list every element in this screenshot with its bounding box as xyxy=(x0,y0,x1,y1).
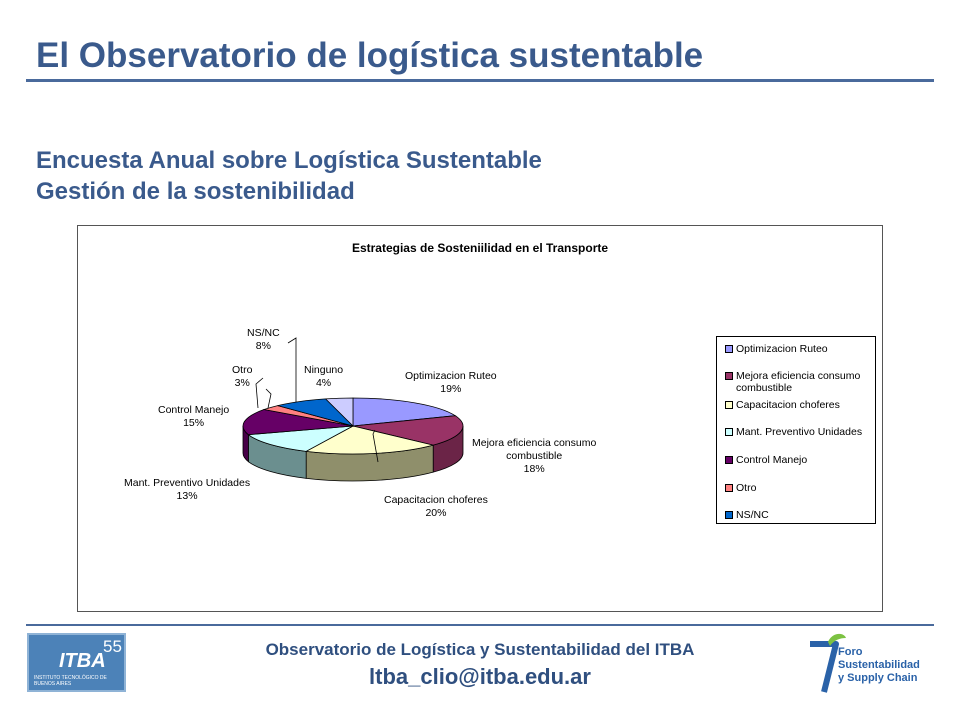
slide-title: El Observatorio de logística sustentable xyxy=(36,36,704,75)
pie-slice-ninguno xyxy=(324,397,354,427)
footer-divider xyxy=(26,624,934,626)
leader-line xyxy=(255,377,264,409)
slice-label-otro: Otro 3% xyxy=(232,364,253,389)
slide-subtitle: Encuesta Anual sobre Logística Sustentab… xyxy=(36,145,542,207)
foro-sustentabilidad-logo: Foro Sustentabilidad y Supply Chain xyxy=(806,630,946,700)
legend-swatch xyxy=(725,484,733,492)
slice-label-mant-preventivo: Mant. Preventivo Unidades 13% xyxy=(124,477,251,502)
chart-title: Estrategias de Sosteniilidad en el Trans… xyxy=(351,241,609,255)
leader-line xyxy=(287,337,297,402)
footer-organization: Observatorio de Logística y Sustentabili… xyxy=(265,640,695,659)
chart-legend: Optimizacion Ruteo Mejora eficiencia con… xyxy=(716,336,876,524)
subtitle-line-1: Encuesta Anual sobre Logística Sustentab… xyxy=(36,147,542,174)
itba-logo-number: 55 xyxy=(103,637,122,656)
itba-logo: ITBA 55 INSTITUTO TECNOLÓGICO DE BUENOS … xyxy=(27,633,126,692)
footer-email[interactable]: ltba_clio@itba.edu.ar xyxy=(369,664,591,689)
pie-slice-capacitacion-choferes xyxy=(304,425,434,455)
slice-label-capacitacion-choferes: Capacitacion choferes 20% xyxy=(384,494,488,519)
subtitle-line-2: Gestión de la sostenibilidad xyxy=(36,178,355,205)
legend-swatch xyxy=(725,401,733,409)
legend-swatch xyxy=(725,456,733,464)
leader-line xyxy=(265,388,272,409)
pie-chart-canvas xyxy=(242,337,464,482)
pie-slice-mejora-eficiencia-consumo-combustible xyxy=(352,415,464,446)
foro-seven-leaf-icon xyxy=(810,633,846,693)
slice-label-mejora-eficiencia: Mejora eficiencia consumo combustible 18% xyxy=(472,437,597,475)
slice-label-optimizacion-ruteo: Optimizacion Ruteo 19% xyxy=(405,370,497,395)
slice-label-control-manejo: Control Manejo 15% xyxy=(158,404,230,429)
foro-logo-text: Foro Sustentabilidad y Supply Chain xyxy=(838,646,920,684)
leader-line xyxy=(372,429,379,463)
title-underline xyxy=(26,79,934,82)
pie-slice-mant-preventivo-unidades xyxy=(247,425,354,452)
itba-logo-subtext: INSTITUTO TECNOLÓGICO DE BUENOS AIRES xyxy=(34,675,107,687)
legend-swatch xyxy=(725,372,733,380)
pie-slice-optimizacion-ruteo xyxy=(352,397,457,427)
itba-logo-text: ITBA xyxy=(59,650,106,672)
pie-slice-control-manejo xyxy=(242,409,354,436)
legend-swatch xyxy=(725,428,733,436)
slice-label-ns-nc: NS/NC 8% xyxy=(247,327,280,352)
pie-chart: Estrategias de Sosteniilidad en el Trans… xyxy=(77,225,883,612)
legend-swatch xyxy=(725,511,733,519)
legend-swatch xyxy=(725,345,733,353)
slice-label-ninguno: Ninguno 4% xyxy=(304,364,344,389)
